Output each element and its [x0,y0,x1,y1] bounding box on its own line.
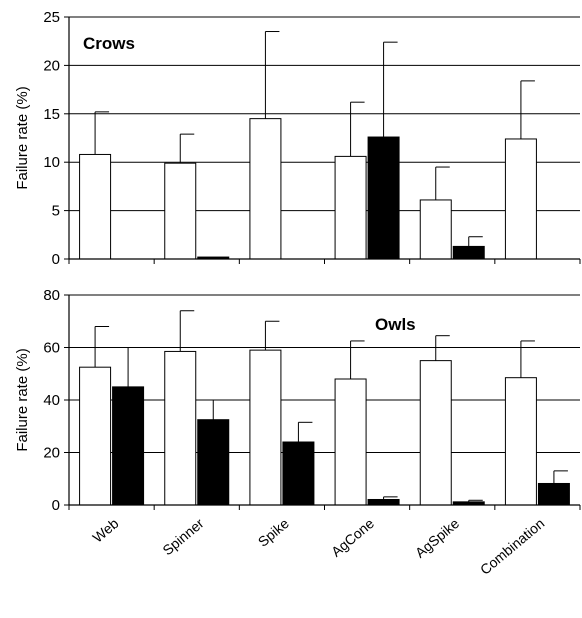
crows-y-tick-label: 25 [43,9,60,26]
crows-title: Crows [83,34,135,53]
owls-bar-agspike-white [419,360,452,506]
crows-bar-agcone-white [334,155,367,260]
crows-y-tick-label: 0 [52,251,60,268]
category-label-agcone: AgCone [328,515,377,560]
crows-y-tick-label: 10 [43,154,60,171]
owls-bar-combination-white [504,377,537,506]
crows-bar-combination-white [504,138,537,260]
owls-y-tick-label: 80 [43,287,60,304]
owls-bar-spinner-white [164,350,197,506]
crows-y-tick-label: 5 [52,203,60,220]
owls-bar-web-black [112,386,145,506]
owls-y-tick-label: 40 [43,392,60,409]
crows-y-tick-label: 15 [43,106,60,123]
owls-panel: Owls Failure rate (%) 0 20 40 60 80 [14,287,581,514]
category-label-spinner: Spinner [159,515,207,558]
owls-bar-spinner-black [197,419,230,506]
crows-bar-spinner-white [164,162,197,260]
category-labels: Web Spinner Spike AgCone AgSpike Combination [89,515,547,578]
crows-bar-agspike-white [419,199,452,260]
crows-panel: Crows Failure rate (%) 0 5 10 15 20 25 [14,9,581,268]
category-label-web: Web [89,515,121,546]
crows-bar-agcone-black [367,136,400,260]
category-label-combination: Combination [477,515,548,578]
owls-y-axis-label: Failure rate (%) [14,348,31,451]
crows-y-tick-label: 20 [43,57,60,74]
owls-bar-agcone-white [334,378,367,506]
owls-y-tick-label: 20 [43,445,60,462]
crows-bar-agspike-black [452,245,485,260]
crows-bar-spike-white [249,118,282,260]
owls-bar-combination-black [537,482,570,506]
owls-title: Owls [375,315,416,334]
crows-bar-web-white [79,153,112,260]
category-label-spike: Spike [255,515,292,550]
owls-y-tick-label: 60 [43,340,60,357]
owls-bar-web-white [79,366,112,506]
category-label-agspike: AgSpike [412,515,462,561]
owls-bar-agcone-black [367,498,400,506]
owls-bar-spike-black [282,441,315,506]
owls-y-tick-label: 0 [52,497,60,514]
owls-bar-spike-white [249,349,282,506]
crows-y-axis-label: Failure rate (%) [14,86,31,189]
